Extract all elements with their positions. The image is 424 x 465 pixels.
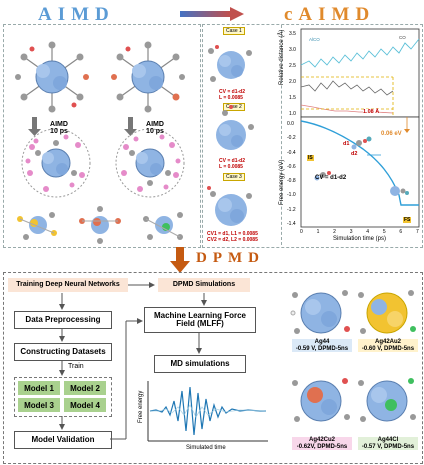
models-grid: Model 1 Model 2 Model 3 Model 4 bbox=[14, 377, 112, 417]
aimd-step-label-2: AIMD 10 ps bbox=[146, 121, 164, 135]
d2-label: d2 bbox=[351, 151, 358, 157]
ag44cl-structure bbox=[358, 378, 416, 422]
arrow-down-icon bbox=[28, 117, 137, 136]
top-tick-label: 1.0 bbox=[289, 111, 296, 117]
dpmd-panel: Training Deep Neural Networks DPMD Simul… bbox=[3, 272, 423, 464]
model-3: Model 3 bbox=[18, 398, 60, 412]
caption-ag42cu2: Ag42Cu2 -0.62V, DPMD-5ns bbox=[292, 437, 352, 451]
case-2-label: Case 2 bbox=[223, 103, 245, 111]
aimd-structures bbox=[15, 41, 185, 244]
bottom-tick-label: -1.2 bbox=[287, 206, 296, 213]
ylabel-bottom: Free energy (eV) bbox=[279, 159, 285, 205]
case-1-cluster bbox=[208, 45, 252, 82]
model-2: Model 2 bbox=[64, 381, 106, 395]
case-1-label: Case 1 bbox=[223, 27, 245, 35]
bottom-tick-label: -1.4 bbox=[287, 221, 296, 227]
x-tick-label: 4 bbox=[366, 229, 370, 235]
cluster-initial-2 bbox=[111, 41, 185, 113]
is-label: IS bbox=[307, 155, 314, 161]
cluster-after-aimd-2 bbox=[115, 128, 185, 198]
free-energy-plot bbox=[147, 381, 268, 442]
x-tick-label: 6 bbox=[399, 229, 403, 235]
bottom-tick-label: -0.2 bbox=[287, 135, 296, 142]
cluster-small-au bbox=[17, 212, 57, 240]
aimd-panel: AIMD 10 ps AIMD 10 ps bbox=[3, 24, 201, 248]
x-tick-label: 0 bbox=[300, 229, 303, 235]
case-2-l: L = 0.0085 bbox=[219, 164, 243, 170]
ag42cu2-structure bbox=[292, 378, 350, 422]
flow-arrows bbox=[59, 282, 207, 440]
step-md-simulations: MD simulations bbox=[154, 355, 246, 373]
bottom-tick-label: -0.8 bbox=[287, 178, 296, 185]
aimd-step-label-1: AIMD 10 ps bbox=[50, 121, 68, 135]
case-3-cluster bbox=[207, 186, 252, 226]
case-structures bbox=[207, 45, 254, 226]
x-tick-label: 5 bbox=[382, 229, 386, 235]
bottom-tick-label: -1.0 bbox=[287, 192, 296, 199]
cv-label: CV = d1-d2 bbox=[315, 175, 347, 181]
caption-ag42au2: Ag42Au2 -0.60 V, DPMD-5ns bbox=[358, 339, 418, 353]
top-tick-label: 3.0 bbox=[289, 47, 296, 53]
top-tick-label: 3.5 bbox=[289, 31, 296, 37]
bottom-tick-label: 0.0 bbox=[287, 121, 294, 127]
simulations-header: DPMD Simulations bbox=[158, 278, 250, 292]
case-2-cluster bbox=[216, 105, 254, 150]
ag44-structure bbox=[290, 290, 350, 334]
dpmd-title: DPMD bbox=[196, 250, 265, 266]
top-tick-label: 2.5 bbox=[289, 63, 296, 69]
model-1: Model 1 bbox=[18, 381, 60, 395]
ag42au2-structure bbox=[358, 290, 416, 334]
x-tick-label: 7 bbox=[416, 229, 419, 235]
case-3-cv1: CV1 = d1, L1 = 0.0085 bbox=[207, 231, 258, 237]
caimd-chart bbox=[300, 28, 420, 228]
annot-energy: 0.06 eV bbox=[381, 131, 402, 137]
bottom-tick-label: -0.4 bbox=[287, 149, 296, 156]
case-3-label: Case 3 bbox=[223, 173, 245, 181]
d1-label: d1 bbox=[343, 141, 350, 147]
caimd-panel: Case 1 Case 2 Case 3 CV = d1-d2 L = 0.00… bbox=[202, 24, 423, 248]
is-molecule bbox=[314, 171, 331, 181]
x-tick-label: 3 bbox=[349, 229, 353, 235]
step-data-preprocessing: Data Preprocessing bbox=[14, 311, 112, 329]
arrow-down-dpmd-icon bbox=[170, 247, 190, 273]
fs-label: FS bbox=[403, 217, 412, 223]
caimd-title: cAIMD bbox=[284, 4, 376, 25]
cluster-initial-1 bbox=[15, 41, 89, 113]
caption-ag44: Ag44 -0.59 V, DPMD-5ns bbox=[292, 339, 352, 353]
x-tick-label: 1 bbox=[316, 229, 320, 235]
caimd-divider bbox=[281, 25, 283, 245]
top-tick-label: 1.5 bbox=[289, 95, 296, 101]
cluster-small-cu bbox=[79, 206, 121, 244]
xlabel: Simulation time (ps) bbox=[333, 236, 387, 242]
annot-distance: 1.08 Å bbox=[363, 109, 380, 115]
legend-co: CO bbox=[399, 35, 406, 40]
cluster-after-aimd-1 bbox=[21, 128, 91, 198]
step-constructing-datasets: Constructing Datasets bbox=[14, 343, 112, 361]
case-3-cv2: CV2 = d2, L2 = 0.0085 bbox=[207, 237, 258, 243]
step-model-validation: Model Validation bbox=[14, 431, 112, 449]
model-4: Model 4 bbox=[64, 398, 106, 412]
training-header: Training Deep Neural Networks bbox=[8, 278, 128, 292]
ts-molecule bbox=[351, 136, 372, 150]
step-mlff: Machine Learning Force Field (MLFF) bbox=[144, 307, 256, 333]
plot-xlabel: Simulated time bbox=[186, 445, 226, 451]
fs-molecule bbox=[390, 186, 409, 196]
cluster-small-cl bbox=[143, 212, 183, 240]
arrow-right-icon bbox=[180, 7, 244, 21]
case-1-l: L = 0.0085 bbox=[219, 95, 243, 101]
legend-alco: AlCO bbox=[309, 37, 320, 42]
plot-ylabel: Free energy bbox=[138, 390, 144, 423]
dpmd-structures bbox=[290, 290, 416, 422]
caption-ag44cl: Ag44Cl -0.57 V, DPMD-5ns bbox=[358, 437, 418, 451]
x-tick-label: 2 bbox=[333, 229, 336, 235]
case-2-cv: CV = d1-d2 bbox=[219, 158, 245, 164]
bottom-tick-label: -0.6 bbox=[287, 163, 296, 170]
aimd-title: AIMD bbox=[38, 4, 115, 25]
ylabel-top: Relative distance (Å) bbox=[279, 29, 285, 85]
top-tick-label: 2.0 bbox=[289, 79, 296, 85]
train-label: Train bbox=[68, 363, 84, 370]
case-1-cv: CV = d1-d2 bbox=[219, 89, 245, 95]
